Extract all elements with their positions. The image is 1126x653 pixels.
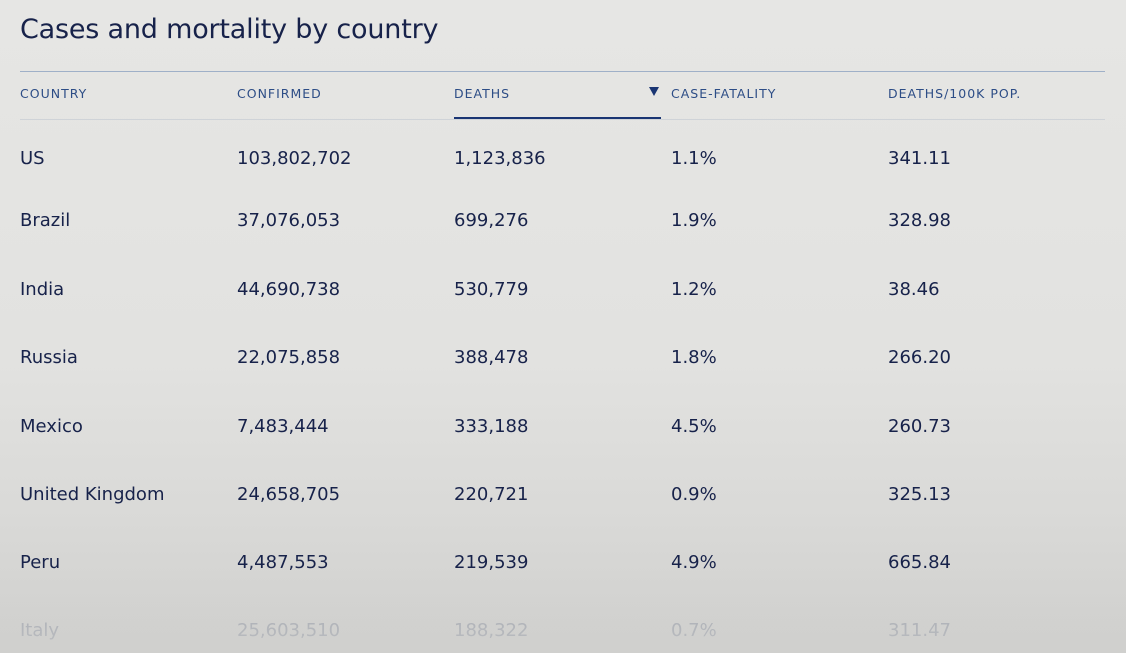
cell-confirmed: 44,690,738 [237, 279, 341, 300]
column-header-deaths-label: DEATHS [454, 86, 511, 101]
cell-case-fatality: 1.1% [671, 148, 717, 169]
page-title: Cases and mortality by country [20, 14, 439, 45]
cell-country: Italy [20, 620, 60, 641]
cell-case-fatality: 1.2% [671, 279, 717, 300]
column-header-country[interactable]: COUNTRY [20, 86, 88, 101]
cell-deaths-per-100k: 266.20 [888, 347, 951, 368]
cell-country: India [20, 279, 65, 300]
cell-confirmed: 25,603,510 [237, 620, 341, 641]
cell-country: United Kingdom [20, 484, 165, 505]
cell-country: Brazil [20, 210, 71, 231]
cell-deaths-per-100k: 665.84 [888, 552, 951, 573]
table-header: COUNTRY CONFIRMED DEATHS CASE-FATALITY D… [20, 71, 1105, 120]
cell-deaths-per-100k: 325.13 [888, 484, 951, 505]
cell-deaths: 388,478 [454, 347, 529, 368]
cell-confirmed: 24,658,705 [237, 484, 341, 505]
table-row: United Kingdom 24,658,705 220,721 0.9% 3… [20, 484, 1105, 514]
column-header-deaths-per-100k[interactable]: DEATHS/100K POP. [888, 86, 1022, 101]
cell-deaths-per-100k: 341.11 [888, 148, 951, 169]
cell-case-fatality: 0.7% [671, 620, 717, 641]
column-header-deaths[interactable]: DEATHS [454, 72, 661, 119]
cell-country: Peru [20, 552, 61, 573]
table-row: Mexico 7,483,444 333,188 4.5% 260.73 [20, 416, 1105, 446]
column-header-confirmed[interactable]: CONFIRMED [237, 86, 322, 101]
table-row: India 44,690,738 530,779 1.2% 38.46 [20, 279, 1105, 309]
cell-deaths: 188,322 [454, 620, 529, 641]
cell-deaths: 530,779 [454, 279, 529, 300]
cell-deaths-per-100k: 260.73 [888, 416, 951, 437]
cell-case-fatality: 0.9% [671, 484, 717, 505]
table-row: US 103,802,702 1,123,836 1.1% 341.11 [20, 148, 1105, 178]
sort-descending-icon [649, 87, 659, 96]
cell-confirmed: 4,487,553 [237, 552, 329, 573]
cell-deaths-per-100k: 38.46 [888, 279, 940, 300]
cell-country: Mexico [20, 416, 83, 437]
cell-case-fatality: 1.9% [671, 210, 717, 231]
cell-deaths-per-100k: 328.98 [888, 210, 951, 231]
cell-country: Russia [20, 347, 78, 368]
cell-deaths: 220,721 [454, 484, 529, 505]
cell-deaths-per-100k: 311.47 [888, 620, 951, 641]
cell-case-fatality: 1.8% [671, 347, 717, 368]
cell-confirmed: 7,483,444 [237, 416, 329, 437]
cell-case-fatality: 4.9% [671, 552, 717, 573]
cell-case-fatality: 4.5% [671, 416, 717, 437]
cases-table: COUNTRY CONFIRMED DEATHS CASE-FATALITY D… [20, 71, 1105, 120]
table-row: Russia 22,075,858 388,478 1.8% 266.20 [20, 347, 1105, 377]
cell-country: US [20, 148, 45, 169]
cell-deaths: 333,188 [454, 416, 529, 437]
cell-deaths: 699,276 [454, 210, 529, 231]
cell-confirmed: 37,076,053 [237, 210, 341, 231]
cell-deaths: 1,123,836 [454, 148, 546, 169]
cell-deaths: 219,539 [454, 552, 529, 573]
table-row: Italy 25,603,510 188,322 0.7% 311.47 [20, 620, 1105, 650]
table-row: Peru 4,487,553 219,539 4.9% 665.84 [20, 552, 1105, 582]
table-row: Brazil 37,076,053 699,276 1.9% 328.98 [20, 210, 1105, 240]
cell-confirmed: 22,075,858 [237, 347, 341, 368]
column-header-case-fatality[interactable]: CASE-FATALITY [671, 86, 777, 101]
cell-confirmed: 103,802,702 [237, 148, 352, 169]
